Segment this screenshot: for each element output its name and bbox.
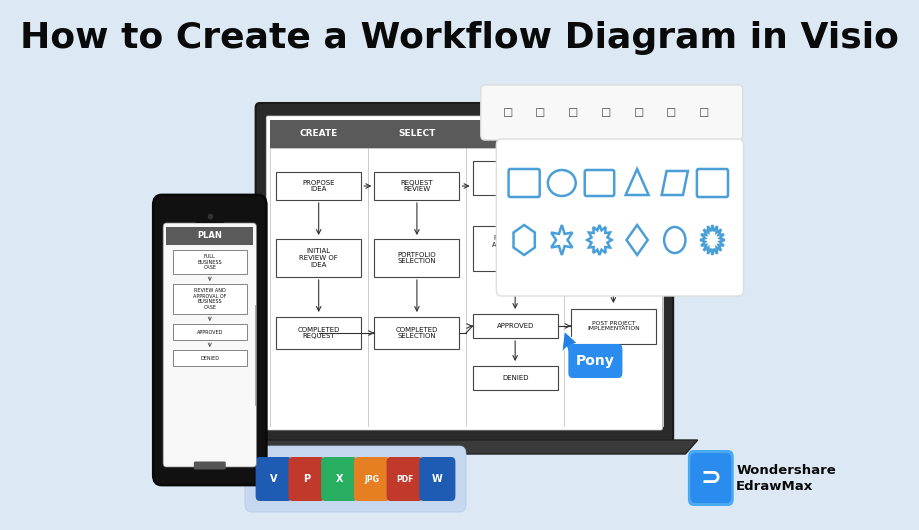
Text: PDF: PDF: [396, 474, 414, 483]
FancyBboxPatch shape: [354, 457, 390, 501]
Text: V: V: [270, 474, 278, 484]
FancyBboxPatch shape: [194, 462, 226, 470]
Text: COMPLETED
REQUEST: COMPLETED REQUEST: [298, 326, 340, 339]
Text: W: W: [432, 474, 443, 484]
Text: X: X: [335, 474, 343, 484]
FancyBboxPatch shape: [173, 250, 246, 274]
FancyBboxPatch shape: [173, 324, 246, 340]
FancyBboxPatch shape: [374, 239, 460, 277]
FancyBboxPatch shape: [153, 195, 267, 485]
FancyBboxPatch shape: [688, 450, 733, 506]
Text: REQUEST
REVIEW: REQUEST REVIEW: [401, 180, 433, 192]
Text: Pony: Pony: [576, 354, 615, 368]
FancyBboxPatch shape: [289, 457, 324, 501]
FancyBboxPatch shape: [571, 164, 656, 192]
FancyBboxPatch shape: [245, 446, 466, 512]
FancyBboxPatch shape: [496, 139, 743, 296]
Text: ◻: ◻: [536, 106, 546, 119]
FancyBboxPatch shape: [173, 350, 246, 366]
FancyBboxPatch shape: [472, 314, 558, 338]
FancyBboxPatch shape: [269, 120, 659, 426]
Text: JPG: JPG: [365, 474, 380, 483]
Text: Wondershare: Wondershare: [736, 464, 836, 478]
FancyBboxPatch shape: [472, 161, 558, 195]
FancyBboxPatch shape: [472, 366, 558, 390]
FancyBboxPatch shape: [164, 223, 256, 467]
FancyBboxPatch shape: [276, 239, 361, 277]
Text: ◻: ◻: [503, 106, 513, 119]
Text: How to Create a Workflow Diagram in Visio: How to Create a Workflow Diagram in Visi…: [20, 21, 899, 55]
Text: PROJECT
SUSPENDED: PROJECT SUSPENDED: [594, 242, 633, 254]
Polygon shape: [562, 331, 577, 359]
FancyBboxPatch shape: [276, 317, 361, 349]
FancyBboxPatch shape: [374, 172, 460, 200]
FancyBboxPatch shape: [387, 457, 423, 501]
Text: DENIED: DENIED: [502, 375, 528, 381]
Text: FULL
BUSINESS
CASE: FULL BUSINESS CASE: [198, 254, 222, 270]
Polygon shape: [231, 440, 698, 454]
Text: P: P: [303, 474, 310, 484]
FancyBboxPatch shape: [568, 344, 622, 378]
FancyBboxPatch shape: [267, 116, 663, 430]
Text: ◻: ◻: [601, 106, 611, 119]
FancyBboxPatch shape: [419, 457, 456, 501]
Text: APPROVED: APPROVED: [496, 323, 534, 329]
Text: SELECT: SELECT: [398, 129, 436, 138]
Text: PLAN: PLAN: [198, 232, 222, 241]
Text: APPROVED: APPROVED: [197, 330, 223, 334]
FancyBboxPatch shape: [173, 284, 246, 314]
FancyBboxPatch shape: [269, 120, 368, 148]
FancyBboxPatch shape: [472, 225, 558, 270]
FancyBboxPatch shape: [690, 453, 732, 503]
Text: INITIAL
REVIEW OF
IDEA: INITIAL REVIEW OF IDEA: [300, 248, 338, 268]
FancyBboxPatch shape: [166, 227, 253, 245]
Text: REVIEW AND
APPROVAL OF
BUSINESS
CASE: REVIEW AND APPROVAL OF BUSINESS CASE: [493, 235, 538, 261]
Text: DELIVER
PROJECT: DELIVER PROJECT: [599, 172, 628, 184]
FancyBboxPatch shape: [255, 103, 673, 443]
Text: PLAN: PLAN: [502, 129, 528, 138]
Text: ⊃: ⊃: [700, 466, 721, 490]
FancyBboxPatch shape: [276, 172, 361, 200]
Text: CREATE: CREATE: [300, 129, 338, 138]
FancyBboxPatch shape: [466, 120, 564, 148]
FancyBboxPatch shape: [571, 231, 656, 266]
Text: ◻: ◻: [633, 106, 644, 119]
Text: ◻: ◻: [699, 106, 709, 119]
Text: FULL
BUSINESS
CASE: FULL BUSINESS CASE: [499, 168, 531, 188]
FancyBboxPatch shape: [564, 120, 663, 148]
FancyBboxPatch shape: [368, 120, 466, 148]
FancyBboxPatch shape: [195, 209, 224, 223]
Text: PROPOSE
IDEA: PROPOSE IDEA: [302, 180, 335, 192]
Text: ◻: ◻: [568, 106, 578, 119]
Text: PORTFOLIO
SELECTION: PORTFOLIO SELECTION: [398, 252, 437, 264]
FancyBboxPatch shape: [571, 308, 656, 343]
Text: EdrawMax: EdrawMax: [736, 480, 813, 492]
Text: COMPLETED
SELECTION: COMPLETED SELECTION: [396, 326, 438, 339]
FancyBboxPatch shape: [255, 457, 291, 501]
FancyBboxPatch shape: [374, 317, 460, 349]
FancyBboxPatch shape: [481, 85, 743, 140]
Text: REVIEW AND
APPROVAL OF
BUSINESS
CASE: REVIEW AND APPROVAL OF BUSINESS CASE: [193, 288, 226, 310]
Text: POST PROJECT
IMPLEMENTATION: POST PROJECT IMPLEMENTATION: [587, 321, 640, 331]
Text: DELIVER: DELIVER: [592, 129, 635, 138]
Text: ◻: ◻: [666, 106, 676, 119]
FancyBboxPatch shape: [321, 457, 357, 501]
Text: DENIED: DENIED: [200, 356, 220, 360]
